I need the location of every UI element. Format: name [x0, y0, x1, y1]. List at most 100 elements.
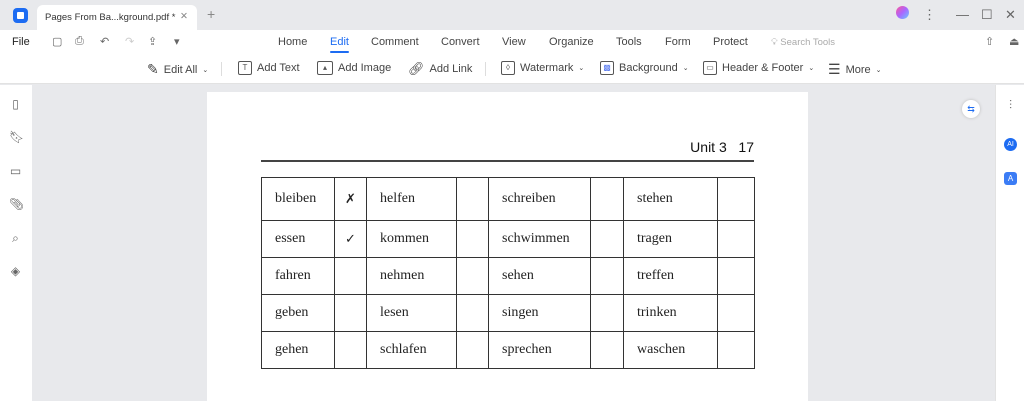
menu-bar: File ▢ ⎙ ↶ ↷ ⇪ ▾ Home Edit Comment Conve… — [0, 30, 1024, 54]
attachment-icon[interactable]: 📎︎ — [9, 197, 25, 211]
more-button[interactable]: ☰ More ⌄ — [828, 61, 882, 78]
verb-cell: fahren — [261, 257, 335, 295]
more-lines-icon: ☰ — [828, 61, 841, 77]
menu-form[interactable]: Form — [665, 36, 691, 48]
mark-cell — [717, 220, 755, 258]
verb-cell: essen — [261, 220, 335, 258]
background-icon: ▩ — [600, 61, 614, 75]
mark-cell — [456, 331, 489, 369]
watermark-button[interactable]: ◊ Watermark ⌄ — [501, 61, 584, 75]
verb-cell: waschen — [623, 331, 718, 369]
ai-translate-icon[interactable]: A — [1004, 172, 1017, 185]
link-icon: 🔗︎ — [408, 61, 425, 76]
menu-tools[interactable]: Tools — [616, 36, 642, 48]
upload-cloud-icon[interactable]: ⇧ — [985, 36, 995, 48]
undo-icon[interactable]: ↶ — [100, 36, 110, 48]
add-image-button[interactable]: ▴ Add Image — [317, 61, 391, 75]
app-logo-icon — [13, 8, 28, 23]
verb-cell: helfen — [366, 177, 457, 221]
verb-cell: lesen — [366, 294, 457, 332]
search-icon[interactable]: ⌕ — [12, 231, 19, 245]
mark-cell — [456, 220, 489, 258]
bookmark-icon[interactable]: 🔖︎ — [9, 130, 25, 144]
add-link-button[interactable]: 🔗︎ Add Link — [408, 61, 472, 77]
redo-icon[interactable]: ↷ — [125, 36, 135, 48]
table-row: essen ✓ kommen schwimmen tragen — [261, 220, 755, 258]
mark-cell — [334, 294, 367, 332]
mark-cell: ✓ — [334, 220, 367, 258]
menu-convert[interactable]: Convert — [441, 36, 480, 48]
mark-cell — [590, 294, 624, 332]
share-icon[interactable]: ⇪ — [148, 36, 158, 48]
save-icon[interactable]: ▢ — [52, 36, 63, 48]
header-footer-button[interactable]: ▭ Header & Footer ⌄ — [703, 61, 814, 75]
more-label: More — [845, 63, 871, 76]
maximize-icon[interactable]: ☐ — [981, 7, 993, 22]
avatar[interactable] — [896, 6, 909, 19]
translate-icon[interactable]: ⇆ — [962, 100, 980, 118]
menu-view[interactable]: View — [502, 36, 526, 48]
watermark-label: Watermark — [520, 62, 574, 74]
menu-comment[interactable]: Comment — [371, 36, 419, 48]
mark-cell — [334, 257, 367, 295]
collapse-ribbon-icon[interactable]: ⏏ — [1009, 36, 1020, 48]
file-menu[interactable]: File — [12, 36, 30, 48]
mark-cell — [456, 177, 489, 221]
menu-home[interactable]: Home — [278, 36, 308, 48]
minimize-icon[interactable]: — — [956, 7, 969, 22]
watermark-icon: ◊ — [501, 61, 515, 75]
add-link-label: Add Link — [429, 63, 473, 75]
ai-assistant-icon[interactable]: AI — [1004, 138, 1017, 151]
table-row: gehen schlafen sprechen waschen — [261, 331, 755, 369]
pen-icon: ✎ — [147, 61, 159, 77]
verb-cell: gehen — [261, 331, 335, 369]
verb-cell: tragen — [623, 220, 718, 258]
table-row: geben lesen singen trinken — [261, 294, 755, 332]
chevron-down-icon: ⌄ — [578, 65, 585, 72]
verb-cell: singen — [488, 294, 591, 332]
mark-cell — [717, 331, 755, 369]
verb-cell: stehen — [623, 177, 718, 221]
mark-cell — [590, 220, 624, 258]
customize-icon[interactable]: ▾ — [174, 36, 180, 48]
menu-organize[interactable]: Organize — [549, 36, 594, 48]
comment-icon[interactable]: ▭ — [9, 164, 22, 178]
properties-icon[interactable]: ⫶ — [1008, 98, 1012, 112]
lightbulb-icon: 💡︎ — [771, 37, 778, 48]
close-tab-icon[interactable]: ✕ — [180, 11, 188, 22]
table-row: fahren nehmen sehen treffen — [261, 257, 755, 295]
search-tools-input[interactable]: 💡︎ Search Tools — [771, 37, 835, 48]
print-icon[interactable]: ⎙ — [75, 35, 84, 47]
mark-cell: ✗ — [334, 177, 367, 221]
verb-cell: schreiben — [488, 177, 591, 221]
edit-all-button[interactable]: ✎ Edit All ⌄ — [147, 61, 208, 78]
add-text-label: Add Text — [257, 62, 300, 74]
menu-edit[interactable]: Edit — [330, 36, 349, 53]
verb-cell: schlafen — [366, 331, 457, 369]
header-footer-label: Header & Footer — [722, 62, 804, 74]
layers-icon[interactable]: ◈ — [10, 264, 21, 278]
add-image-label: Add Image — [338, 62, 392, 74]
thumbnails-icon[interactable]: ▯ — [12, 97, 19, 111]
verb-cell: geben — [261, 294, 335, 332]
more-options-icon[interactable]: ⋮ — [923, 7, 936, 22]
image-icon: ▴ — [317, 61, 333, 75]
verb-cell: kommen — [366, 220, 457, 258]
mark-cell — [590, 177, 624, 221]
verb-cell: sehen — [488, 257, 591, 295]
edit-all-label: Edit All — [163, 63, 198, 76]
mark-cell — [717, 257, 755, 295]
new-tab-icon[interactable]: + — [207, 6, 216, 22]
menu-protect[interactable]: Protect — [713, 36, 748, 48]
left-sidebar: ▯ 🔖︎ ▭ 📎︎ ⌕ ◈ — [0, 85, 32, 401]
chevron-down-icon: ⌄ — [202, 66, 209, 74]
close-window-icon[interactable]: ✕ — [1005, 7, 1016, 22]
pdf-page: Unit 3 17 bleiben ✗ helfen schreiben stehen e… — [207, 92, 808, 401]
add-text-button[interactable]: T Add Text — [238, 61, 300, 75]
verb-table: bleiben ✗ helfen schreiben stehen essen ✓ komme… — [261, 177, 755, 369]
text-box-icon: T — [238, 61, 252, 75]
background-button[interactable]: ▩ Background ⌄ — [600, 61, 689, 75]
tab-title: Pages From Ba...kground.pdf * — [45, 12, 176, 23]
background-label: Background — [619, 62, 678, 74]
document-tab[interactable]: Pages From Ba...kground.pdf * ✕ — [37, 5, 197, 30]
